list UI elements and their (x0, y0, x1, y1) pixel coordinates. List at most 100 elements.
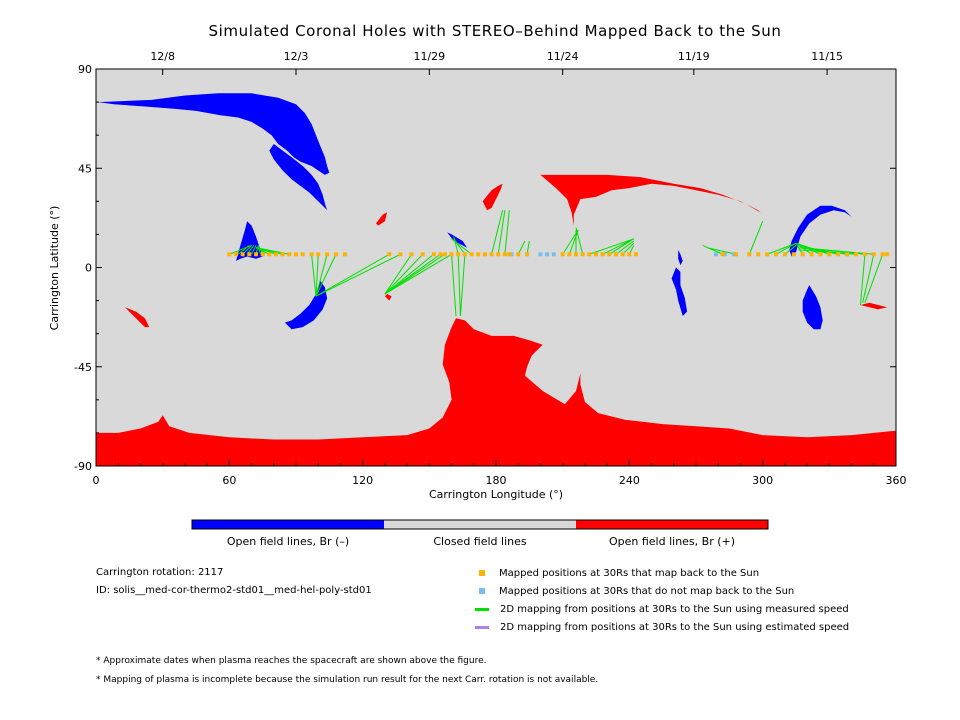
mapping-line-measured (766, 242, 797, 255)
mapped-position-marker (756, 252, 761, 257)
mapping-line-measured (702, 244, 723, 255)
mapping-line-measured (706, 247, 737, 255)
mapped-position-marker (791, 252, 796, 257)
mapped-positions (227, 252, 890, 257)
y-axis-label: Carrington Latitude (°) (48, 206, 61, 331)
mapped-position-marker (765, 252, 770, 257)
mapped-position-marker (607, 252, 612, 257)
mapping-line-measured (568, 229, 579, 255)
coronal-hole-positive (482, 183, 503, 211)
mapped-position-marker (316, 252, 321, 257)
colorbar-segment (192, 520, 384, 529)
mapped-position-marker (507, 252, 512, 257)
unmapped-position-marker (722, 252, 727, 257)
coronal-hole-negative (678, 249, 683, 266)
mapped-position-marker (420, 252, 425, 257)
unmapped-position-marker (551, 252, 556, 257)
mapped-position-marker (747, 252, 752, 257)
mapping-line-measured (457, 254, 461, 317)
date-tick-label: 12/8 (150, 50, 175, 63)
unmapped-position-marker (731, 252, 736, 257)
y-tick-label: -45 (74, 361, 92, 374)
mapping-line-measured (384, 253, 412, 295)
mapped-position-marker (580, 252, 585, 257)
mapped-position-marker (482, 252, 487, 257)
colorbar-segment (384, 520, 576, 529)
coronal-hole-negative (98, 93, 330, 175)
unmapped-position-marker (509, 252, 514, 257)
mapped-position-marker (809, 252, 814, 257)
x-tick-label: 360 (886, 474, 907, 487)
date-tick-label: 11/19 (678, 50, 710, 63)
mapping-line-measured (451, 254, 457, 317)
mapped-position-marker (800, 252, 805, 257)
mapped-position-marker (600, 252, 605, 257)
mapped-position-marker (496, 252, 501, 257)
colorbar-label: Closed field lines (433, 535, 527, 548)
date-tick-label: 11/24 (547, 50, 579, 63)
legend-mapped: Mapped positions at 30Rs that map back t… (475, 566, 759, 580)
x-tick-label: 0 (93, 474, 100, 487)
mapped-position-marker (260, 252, 265, 257)
coronal-hole-positive (376, 212, 388, 226)
mapping-line-measured (491, 210, 504, 255)
mapping-line-measured (748, 220, 764, 255)
mapping-line-measured (251, 245, 257, 255)
mapped-position-marker (462, 252, 467, 257)
mapped-position-marker (267, 252, 272, 257)
mapped-position-marker (489, 252, 494, 257)
estimated-line-icon (475, 625, 489, 629)
mapping-line-measured (602, 238, 635, 255)
x-tick-label: 120 (352, 474, 373, 487)
mapped-position-marker (885, 252, 890, 257)
mapped-position-marker (827, 252, 832, 257)
mapped-position-marker (431, 252, 436, 257)
axes: 0 60 120 180 240 300 360 90 45 0 -45 -90 12/8 12/3 11/… (74, 50, 906, 487)
coronal-hole-positive (124, 307, 150, 328)
mapped-position-marker (782, 252, 787, 257)
mapped-position-marker (880, 252, 885, 257)
mapping-line-measured (384, 253, 446, 295)
coronal-holes (96, 93, 896, 466)
mapped-position-marker (836, 252, 841, 257)
mapped-position-marker (274, 252, 278, 257)
mapped-position-marker (254, 252, 258, 257)
measured-line-icon (475, 607, 489, 611)
coronal-hole-positive (384, 294, 392, 301)
mapped-position-marker (325, 252, 330, 257)
x-tick-label: 300 (752, 474, 773, 487)
coronal-hole-negative (671, 267, 688, 316)
legend-estimated: 2D mapping from positions at 30Rs to the… (475, 620, 849, 634)
mapping-line-measured (589, 238, 634, 255)
coronal-hole-negative (447, 232, 468, 248)
mapped-position-marker (449, 252, 454, 257)
colorbar-label: Open field lines, Br (–) (227, 535, 349, 548)
mapped-position-marker (560, 252, 565, 257)
coronal-hole-positive (96, 318, 896, 466)
date-tick-label: 12/3 (284, 50, 309, 63)
mapping-line-measured (315, 253, 390, 297)
legend-unmapped-label: Mapped positions at 30Rs that do not map… (499, 585, 795, 597)
unmapped-marker-icon (479, 588, 485, 594)
date-tick-label: 11/29 (413, 50, 445, 63)
mapping-line-measured (384, 253, 424, 295)
mapped-position-marker (409, 252, 414, 257)
mapped-position-marker (334, 252, 338, 257)
mapped-position-marker (300, 252, 305, 257)
y-tick-label: -90 (74, 460, 92, 473)
coronal-hole-positive (860, 302, 888, 310)
y-tick-label: 90 (78, 63, 92, 76)
mapped-position-marker (620, 252, 625, 257)
mapping-line-measured (315, 254, 328, 297)
mapping-line-measured (775, 242, 797, 255)
mapping-line-measured (859, 254, 866, 306)
x-axis-label: Carrington Longitude (°) (429, 488, 563, 501)
legend-unmapped: Mapped positions at 30Rs that do not map… (475, 584, 794, 598)
mapped-position-marker (247, 252, 252, 257)
mapped-position-marker (614, 252, 618, 257)
legend-measured-label: 2D mapping from positions at 30Rs to the… (500, 603, 849, 615)
colorbar-label: Open field lines, Br (+) (609, 535, 735, 548)
mapped-position-marker (871, 252, 876, 257)
mapped-position-marker (734, 252, 738, 257)
